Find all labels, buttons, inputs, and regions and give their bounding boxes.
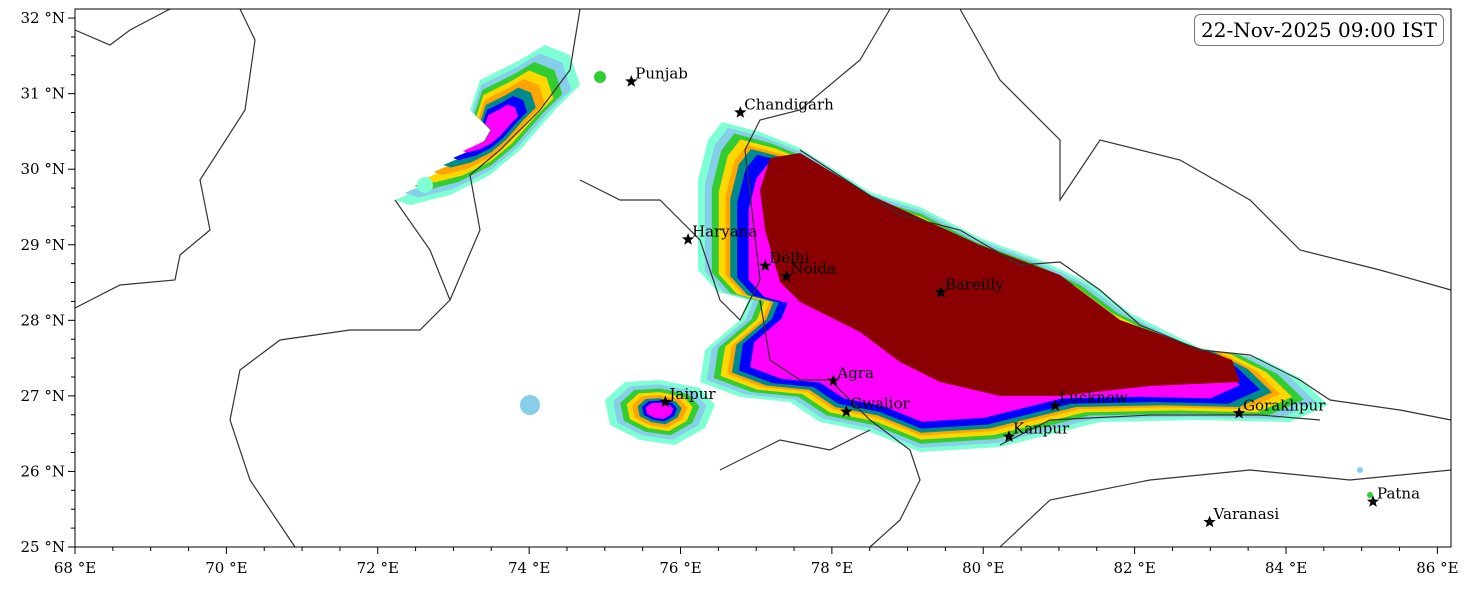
city-star-icon — [734, 106, 747, 118]
x-tick-label: 74 °E — [508, 559, 550, 577]
city-label: Agra — [836, 364, 874, 382]
x-tick-label: 70 °E — [205, 559, 247, 577]
city-label: Kanpur — [1013, 420, 1070, 438]
border-line — [999, 469, 1452, 548]
city-star-icon — [659, 395, 672, 408]
x-tick-label: 72 °E — [357, 559, 399, 577]
fog-patch — [1295, 405, 1305, 415]
city-star-icon — [759, 259, 772, 272]
city-label: Bareilly — [945, 275, 1004, 293]
border-line — [719, 429, 871, 471]
city-label: Delhi — [769, 249, 809, 267]
fog-patch — [1367, 492, 1373, 498]
fog-level-8 — [645, 402, 674, 419]
border-line — [74, 8, 256, 309]
city-star-icon — [1002, 430, 1016, 442]
fog-level-9 — [760, 153, 1240, 396]
y-tick-label: 31 °N — [21, 85, 65, 103]
fog-patch — [594, 71, 606, 83]
timestamp-label: 22-Nov-2025 09:00 IST — [1194, 14, 1444, 46]
y-tick-label: 26 °N — [21, 462, 65, 480]
border-line — [799, 149, 1452, 421]
border-line — [449, 8, 581, 301]
x-tick-label: 82 °E — [1113, 559, 1155, 577]
city-star-icon — [1232, 406, 1246, 419]
city-label: Punjab — [635, 65, 688, 83]
x-tick-label: 80 °E — [962, 559, 1004, 577]
y-tick-label: 25 °N — [21, 538, 65, 556]
y-tick-label: 28 °N — [21, 311, 65, 329]
city-label: Gorakhpur — [1243, 396, 1326, 414]
y-tick-label: 29 °N — [21, 236, 65, 254]
x-tick-label: 76 °E — [659, 559, 701, 577]
city-star-icon — [625, 75, 638, 87]
city-star-icon — [840, 405, 853, 417]
border-line — [759, 299, 921, 548]
x-tick-label: 68 °E — [54, 559, 96, 577]
city-label: Patna — [1377, 485, 1420, 503]
border-line — [999, 414, 1321, 446]
x-tick-label: 86 °E — [1416, 559, 1458, 577]
fog-field — [395, 45, 1373, 498]
city-star-icon — [681, 233, 695, 245]
city-label: Jaipur — [667, 385, 716, 403]
city-star-icon — [1049, 399, 1062, 411]
x-tick-label: 78 °E — [811, 559, 853, 577]
fog-patch — [520, 395, 540, 415]
y-tick-label: 32 °N — [21, 9, 65, 27]
border-line — [959, 8, 1452, 291]
city-label: Noida — [790, 259, 836, 277]
x-tick-label: 84 °E — [1265, 559, 1307, 577]
city-star-icon — [827, 374, 840, 386]
city-star-icon — [780, 270, 793, 282]
city-label: Lucknow — [1059, 389, 1128, 407]
fog-patch — [417, 177, 433, 193]
y-tick-label: 27 °N — [21, 387, 65, 405]
city-star-icon — [934, 285, 947, 298]
map-frame — [74, 8, 1452, 548]
city-star-icon — [1203, 515, 1216, 528]
y-tick-label: 30 °N — [21, 160, 65, 178]
city-label: Haryana — [692, 222, 757, 240]
border-line — [74, 8, 171, 46]
fog-patch — [1357, 467, 1363, 473]
city-label: Chandigarh — [744, 96, 834, 114]
city-star-icon — [1366, 495, 1380, 507]
fog-level-8 — [462, 104, 519, 153]
city-label: Gwalior — [850, 395, 910, 413]
state-borders — [74, 8, 1452, 548]
border-line — [229, 199, 451, 548]
axis-ticks: 68 °E 70 °E 72 °E 74 °E 76 °E 78 °E 80 °E 82 °E… — [21, 9, 1459, 577]
city-label: Varanasi — [1213, 505, 1280, 523]
border-line — [579, 8, 891, 322]
